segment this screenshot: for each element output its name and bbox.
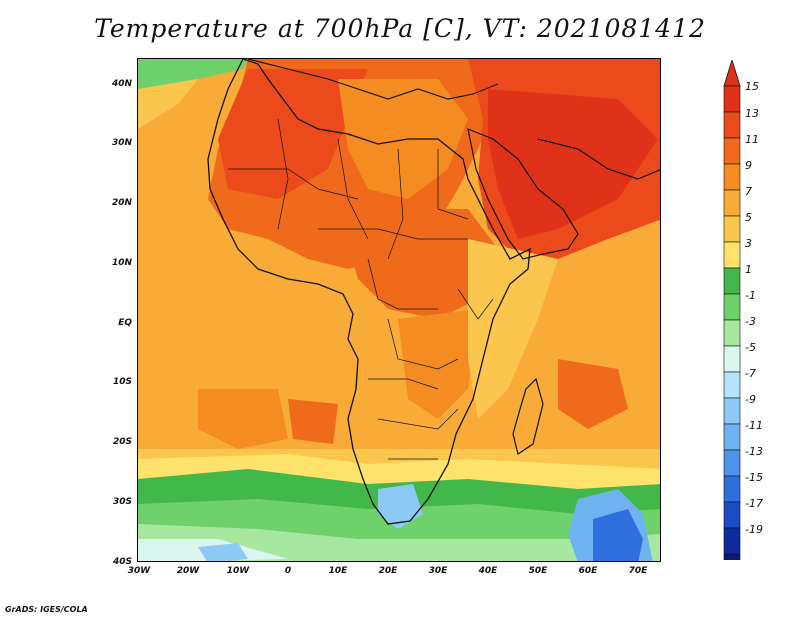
colorbar-swatch-16	[723, 501, 741, 529]
lat-label-eq: EQ	[118, 318, 132, 328]
central-warm	[338, 209, 498, 319]
africa-coastline	[207, 59, 531, 525]
sahara-core	[218, 69, 368, 199]
colorbar-swatch-14	[723, 449, 741, 477]
lon-label-0: 0	[284, 566, 292, 576]
colorbar	[723, 60, 741, 560]
colorbar-label-m1: -1	[745, 289, 756, 302]
colorbar-label-13: 13	[745, 107, 759, 120]
lon-label-30e: 30E	[428, 566, 448, 576]
colorbar-swatch-3	[723, 163, 741, 191]
southwest-cold-blob	[198, 543, 248, 561]
nw-mild-region	[138, 79, 198, 129]
mediterranean-coast	[247, 59, 499, 100]
lon-label-10w: 10W	[226, 566, 250, 576]
arabia-outline	[467, 128, 579, 260]
lon-label-20e: 20E	[378, 566, 398, 576]
congo-warm	[398, 309, 478, 419]
lon-label-40e: 40E	[478, 566, 498, 576]
lat-label-30n: 30N	[111, 138, 132, 148]
se-cold-core	[593, 509, 643, 561]
lat-label-20n: 20N	[111, 198, 132, 208]
colorbar-label-1: 1	[745, 263, 752, 276]
colorbar-swatch-1	[723, 111, 741, 139]
colorbar-swatch-8	[723, 293, 741, 321]
lon-label-10e: 10E	[328, 566, 348, 576]
lon-label-30w: 30W	[127, 566, 151, 576]
egypt-warm	[338, 79, 468, 199]
chart-title: Temperature at 700hPa [C], VT: 202108141…	[94, 14, 706, 43]
atlantic-hot-patch	[288, 399, 338, 444]
colorbar-label-m19: -19	[745, 523, 763, 536]
colorbar-label-11: 11	[745, 133, 759, 146]
atlantic-warm	[198, 389, 288, 449]
lat-label-30s: 30S	[112, 497, 132, 507]
colorbar-label-m5: -5	[745, 341, 756, 354]
colorbar-swatch-17	[723, 527, 741, 555]
colorbar-swatch-2	[723, 137, 741, 165]
colorbar-label-m7: -7	[745, 367, 756, 380]
colorbar-swatch-9	[723, 319, 741, 347]
colorbar-swatch-5	[723, 215, 741, 243]
colorbar-label-m11: -11	[745, 419, 763, 432]
colorbar-label-m15: -15	[745, 471, 763, 484]
colorbar-label-5: 5	[745, 211, 752, 224]
colorbar-swatch-10	[723, 345, 741, 373]
lon-label-20w: 20W	[176, 566, 200, 576]
indian-ocean-warm	[558, 359, 628, 429]
madagascar-outline	[512, 377, 544, 455]
lon-label-50e: 50E	[528, 566, 548, 576]
colorbar-label-9: 9	[745, 159, 752, 172]
colorbar-label-m17: -17	[745, 497, 763, 510]
nw-cool-region	[138, 59, 248, 89]
colorbar-swatch-0	[723, 85, 741, 113]
east-africa-mild	[468, 239, 558, 419]
colorbar-swatch-6	[723, 241, 741, 269]
lat-label-40n: 40N	[111, 79, 132, 89]
colorbar-swatch-7	[723, 267, 741, 295]
colorbar-swatch-18	[723, 553, 741, 560]
lon-label-70e: 70E	[628, 566, 648, 576]
lon-label-60e: 60E	[578, 566, 598, 576]
colorbar-swatch-15	[723, 475, 741, 503]
colorbar-swatch-13	[723, 423, 741, 451]
asia-coastline	[537, 138, 660, 180]
country-borders	[228, 118, 494, 460]
colorbar-label-m3: -3	[745, 315, 756, 328]
south-africa-cold	[378, 484, 423, 529]
arabia-core	[488, 89, 658, 239]
lat-label-40s: 40S	[112, 557, 132, 567]
colorbar-swatch-4	[723, 189, 741, 217]
temperature-map	[138, 59, 660, 561]
colorbar-label-m13: -13	[745, 445, 763, 458]
colorbar-label-3: 3	[745, 237, 752, 250]
lat-label-10n: 10N	[111, 258, 132, 268]
colorbar-label-15: 15	[745, 80, 759, 93]
credit-text: GrADS: IGES/COLA	[5, 605, 88, 614]
colorbar-swatch-11	[723, 371, 741, 399]
colorbar-label-m9: -9	[745, 393, 756, 406]
colorbar-top-arrow	[723, 60, 741, 87]
lat-label-10s: 10S	[112, 377, 132, 387]
southern-pale-band	[138, 524, 660, 561]
map-panel	[137, 58, 661, 562]
colorbar-swatch-12	[723, 397, 741, 425]
lat-label-20s: 20S	[112, 437, 132, 447]
colorbar-label-7: 7	[745, 185, 752, 198]
